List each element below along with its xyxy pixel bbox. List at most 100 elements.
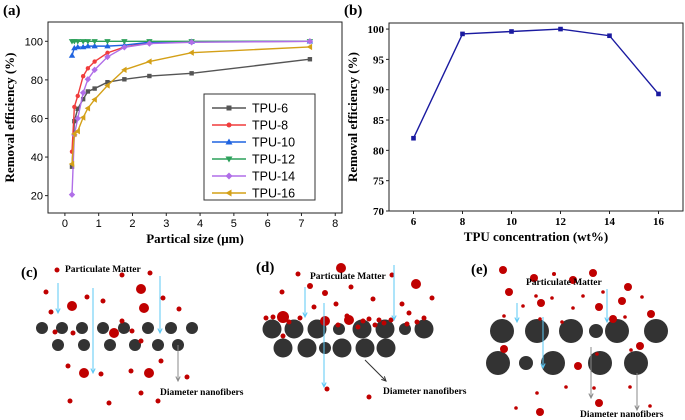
particle — [322, 290, 328, 296]
data-point-tpu-16 — [104, 82, 110, 89]
particle — [581, 294, 585, 298]
particle — [320, 316, 330, 326]
legend-marker — [225, 189, 232, 197]
nanofiber — [589, 324, 603, 338]
nanofiber — [376, 338, 396, 358]
data-point-tpu-6 — [122, 77, 127, 82]
particle — [355, 324, 361, 330]
particle — [537, 299, 545, 307]
flow-arrow — [157, 276, 163, 335]
data-point-tpu-10 — [79, 43, 87, 50]
particle — [277, 311, 289, 323]
data-point-tpu-10 — [104, 42, 111, 49]
data-point-tpu-6 — [85, 89, 91, 94]
particle — [366, 316, 372, 322]
data-point-tpu-12 — [121, 39, 128, 45]
data-point-tpu-10 — [74, 43, 81, 50]
pointer-arrow-head — [175, 376, 181, 383]
particle — [344, 315, 354, 325]
particle — [119, 318, 125, 324]
particle — [592, 386, 596, 390]
data-point-tpu-12 — [79, 39, 87, 45]
data-point-tpu-12 — [91, 39, 98, 45]
particle — [311, 304, 317, 310]
particle — [502, 314, 506, 318]
nanofiber — [319, 342, 331, 354]
nanofiber — [624, 351, 648, 375]
nanofiber — [486, 351, 510, 375]
pointer-arrow — [634, 373, 640, 412]
data-point-tpu-8 — [75, 93, 80, 99]
legend-label: TPU-12 — [252, 153, 295, 167]
particle — [147, 270, 153, 276]
particle — [295, 271, 301, 277]
data-point-tpu-6 — [105, 79, 110, 85]
particle — [70, 330, 76, 336]
nanofiber — [519, 356, 533, 370]
particle — [54, 267, 60, 273]
particle — [505, 288, 513, 296]
nanofiber — [104, 339, 116, 351]
particle — [530, 274, 538, 282]
particle — [640, 295, 644, 299]
data-point-tpu-16 — [71, 130, 77, 138]
particle — [79, 368, 89, 378]
diagram-e-fiber-label: Diameter nanofibers — [580, 410, 664, 420]
flow-arrow-head — [90, 368, 96, 375]
nanofiber — [332, 338, 352, 358]
panel-label-d: (d) — [256, 260, 274, 276]
flow-arrow — [321, 303, 327, 389]
particle — [521, 304, 525, 308]
particle — [538, 317, 542, 321]
particle — [414, 319, 420, 325]
particle — [569, 276, 577, 284]
x-tick-label: 5 — [231, 218, 237, 230]
x-tick-label: 6 — [411, 216, 417, 228]
particle — [595, 399, 603, 407]
data-point-tpu-16 — [306, 43, 313, 51]
pointer-arrow — [175, 345, 181, 383]
x-tick-label: 4 — [197, 218, 203, 230]
y-tick-label: 80 — [31, 75, 43, 87]
data-point-tpu-6 — [72, 118, 77, 124]
data-point-series — [509, 29, 514, 34]
particle — [144, 368, 154, 378]
y-tick-label: 75 — [373, 176, 385, 188]
flow-arrow-head — [540, 363, 546, 370]
data-point-tpu-16 — [68, 160, 75, 168]
particle — [648, 404, 652, 408]
particle — [263, 315, 269, 321]
data-point-tpu-6 — [307, 57, 313, 62]
particle — [297, 315, 303, 321]
particle — [67, 398, 73, 404]
particle — [324, 386, 330, 392]
particle — [84, 294, 90, 300]
diagram-c-pm-label: Particulate Matter — [65, 265, 141, 275]
panel-label-a: (a) — [3, 3, 21, 19]
data-point-tpu-14 — [91, 66, 98, 74]
flow-arrow — [55, 283, 61, 315]
x-tick-label: 3 — [163, 218, 169, 230]
legend-label: TPU-10 — [252, 136, 295, 150]
particle — [609, 315, 617, 323]
particle — [119, 272, 125, 278]
nanofiber — [297, 338, 317, 358]
particle — [571, 306, 575, 310]
legend-marker — [226, 122, 232, 128]
pointer-arrow — [364, 359, 387, 382]
data-point-tpu-8 — [85, 66, 91, 71]
x-tick-label: 16 — [653, 216, 665, 228]
y-axis-label: Removal efficiency (%) — [345, 52, 360, 182]
particle — [514, 406, 518, 410]
y-tick-label: 60 — [31, 113, 43, 125]
particle — [550, 296, 554, 300]
nanofiber — [525, 319, 549, 343]
particle — [280, 333, 286, 339]
diagram-d-fiber-label: Diameter nanofibers — [383, 387, 467, 397]
data-point-tpu-8 — [105, 50, 110, 56]
particle — [429, 295, 435, 301]
particle — [389, 272, 395, 278]
nanofiber — [490, 319, 514, 343]
particle — [404, 321, 410, 327]
panel-label-c: (c) — [21, 265, 38, 281]
